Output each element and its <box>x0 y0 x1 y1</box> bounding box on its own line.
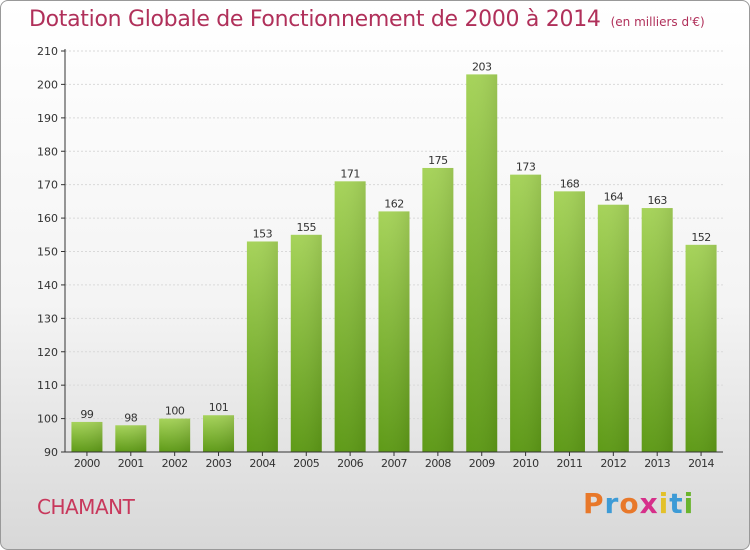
bar-shade <box>334 181 366 452</box>
bar-shade <box>290 234 322 452</box>
x-tick-label: 2011 <box>556 457 582 470</box>
x-tick-label: 2000 <box>74 457 100 470</box>
chart-title: Dotation Globale de Fonctionnement de 20… <box>29 7 601 32</box>
bar-value-label: 168 <box>560 177 580 190</box>
bar-value-label: 100 <box>165 405 185 418</box>
bar-shade <box>685 244 717 452</box>
x-tick-label: 2013 <box>644 457 670 470</box>
bar-value-label: 155 <box>297 221 317 234</box>
bar-shade <box>378 211 410 452</box>
x-tick-label: 2005 <box>293 457 319 470</box>
y-tick-label: 180 <box>37 145 58 158</box>
x-tick-label: 2010 <box>513 457 539 470</box>
bar-value-label: 153 <box>253 227 273 240</box>
brand-logo: Proxiti <box>583 487 694 520</box>
bar-value-label: 203 <box>472 60 492 73</box>
commune-name: CHAMANT <box>37 495 135 519</box>
bar-value-label: 101 <box>209 401 229 414</box>
title-line: Dotation Globale de Fonctionnement de 20… <box>29 7 705 32</box>
y-tick-label: 190 <box>37 112 58 125</box>
label-layer: 99 98 100 101 153 155 171 162 175 203 173 168 164 163… <box>80 60 711 424</box>
bar-shade <box>597 204 629 452</box>
bar-value-label: 98 <box>124 411 137 424</box>
brand-letter: i <box>683 487 695 520</box>
y-tick-label: 150 <box>37 246 58 259</box>
bar-shade <box>466 74 498 453</box>
x-tick-label: 2009 <box>469 457 495 470</box>
axis-layer: 90 100 110 120 130 140 150 160 170 180 190 200 210 20… <box>37 45 723 470</box>
bar-value-label: 99 <box>80 408 93 421</box>
y-tick-label: 170 <box>37 179 58 192</box>
bar-shade <box>641 208 673 452</box>
bar-value-label: 162 <box>384 197 404 210</box>
y-tick-label: 120 <box>37 346 58 359</box>
bar-shade <box>71 421 103 452</box>
x-tick-label: 2007 <box>381 457 407 470</box>
y-tick-label: 130 <box>37 312 58 325</box>
bar-shade <box>203 415 235 452</box>
bar-value-label: 173 <box>516 161 536 174</box>
y-tick-label: 110 <box>37 379 58 392</box>
brand-letter: P <box>583 487 605 520</box>
unit-label: (en milliers d'€) <box>610 15 705 29</box>
bar-layer <box>71 74 717 453</box>
x-tick-label: 2001 <box>118 457 144 470</box>
y-tick-label: 140 <box>37 279 58 292</box>
x-tick-label: 2008 <box>425 457 451 470</box>
y-tick-label: 210 <box>37 45 58 58</box>
x-tick-label: 2014 <box>688 457 714 470</box>
brand-letter: x <box>639 487 659 520</box>
bar-shade <box>159 418 191 452</box>
y-tick-label: 200 <box>37 78 58 91</box>
bar-shade <box>115 425 147 452</box>
bar-shade <box>510 174 542 452</box>
x-tick-label: 2004 <box>249 457 275 470</box>
x-tick-label: 2002 <box>162 457 188 470</box>
y-tick-label: 90 <box>44 446 58 459</box>
bar-shade <box>553 191 585 452</box>
brand-letter: t <box>669 487 684 520</box>
y-tick-label: 100 <box>37 413 58 426</box>
bar-value-label: 163 <box>647 194 667 207</box>
bar-value-label: 175 <box>428 154 448 167</box>
y-tick-label: 160 <box>37 212 58 225</box>
x-tick-label: 2012 <box>600 457 626 470</box>
bar-value-label: 164 <box>604 191 624 204</box>
bar-value-label: 152 <box>691 231 711 244</box>
bar-shade <box>422 167 454 453</box>
x-tick-label: 2006 <box>337 457 363 470</box>
brand-letter: o <box>619 487 640 520</box>
brand-letter: r <box>604 487 620 520</box>
brand-letter: i <box>658 487 670 520</box>
bar-shade <box>246 241 278 452</box>
x-tick-label: 2003 <box>206 457 232 470</box>
bar-value-label: 171 <box>340 167 360 180</box>
